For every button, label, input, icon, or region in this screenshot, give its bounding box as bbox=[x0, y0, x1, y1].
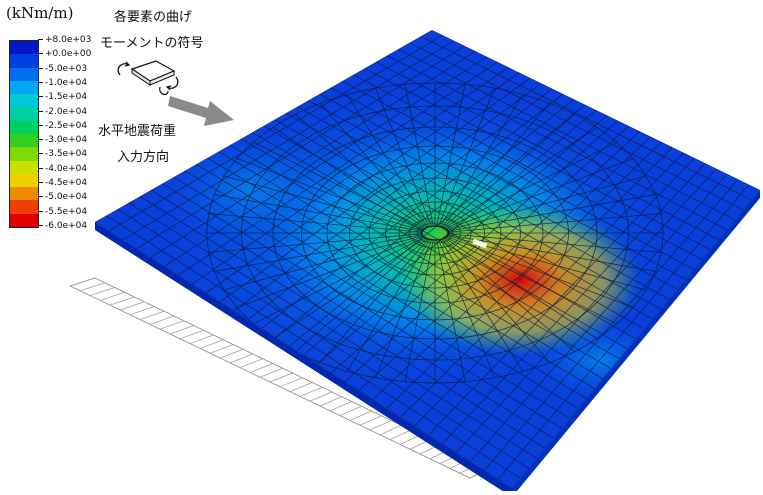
legend-swatch bbox=[10, 54, 38, 68]
legend-color-bar bbox=[9, 40, 39, 228]
legend-swatch bbox=[10, 41, 38, 55]
legend-swatch bbox=[10, 147, 38, 161]
legend-tick-label: +8.0e+03 bbox=[38, 35, 91, 45]
load-direction-label-line2: 入力方向 bbox=[117, 150, 170, 165]
legend-tick-label: +0.0e+00 bbox=[38, 49, 91, 59]
legend-swatch bbox=[10, 187, 38, 201]
legend-swatch bbox=[10, 200, 38, 214]
legend-tick-label: -1.5e+04 bbox=[38, 92, 87, 102]
moment-sign-icon bbox=[117, 60, 179, 96]
unit-label: (kNm/m) bbox=[6, 4, 74, 22]
legend-swatch bbox=[10, 173, 38, 188]
legend-tick-label: -1.0e+04 bbox=[38, 78, 87, 88]
legend-swatch bbox=[10, 107, 38, 121]
slab-edge-front bbox=[95, 222, 512, 495]
moment-sign-title-line2: モーメントの符号 bbox=[100, 36, 204, 51]
legend-swatch bbox=[10, 160, 38, 174]
column-head bbox=[420, 225, 450, 241]
slab-edge bbox=[512, 190, 760, 495]
load-direction-label-line1: 水平地震荷重 bbox=[98, 124, 177, 139]
legend-swatch bbox=[10, 133, 38, 148]
legend-swatch bbox=[10, 67, 38, 81]
legend-tick-label: -5.0e+03 bbox=[38, 64, 87, 74]
legend-swatch bbox=[10, 94, 38, 108]
legend-tick-label: -5.0e+04 bbox=[38, 192, 87, 202]
legend-tick-label: -2.0e+04 bbox=[38, 107, 87, 117]
legend-tick-label: -3.0e+04 bbox=[38, 135, 87, 145]
load-direction-arrow-icon bbox=[168, 96, 234, 126]
legend-swatch bbox=[10, 213, 38, 227]
legend-tick-label: -3.5e+04 bbox=[38, 149, 87, 159]
legend-tick-label: -6.0e+04 bbox=[38, 221, 87, 231]
contour-field bbox=[95, 30, 760, 488]
legend-swatch bbox=[10, 120, 38, 134]
legend-tick-label: -5.5e+04 bbox=[38, 207, 87, 217]
legend-tick-label: -4.5e+04 bbox=[38, 178, 87, 188]
legend-tick-label: -2.5e+04 bbox=[38, 121, 87, 131]
moment-sign-title-line1: 各要素の曲げ bbox=[114, 10, 193, 25]
legend-tick-label: -4.0e+04 bbox=[38, 164, 87, 174]
legend-swatch bbox=[10, 80, 38, 95]
opening-marker bbox=[472, 238, 488, 249]
